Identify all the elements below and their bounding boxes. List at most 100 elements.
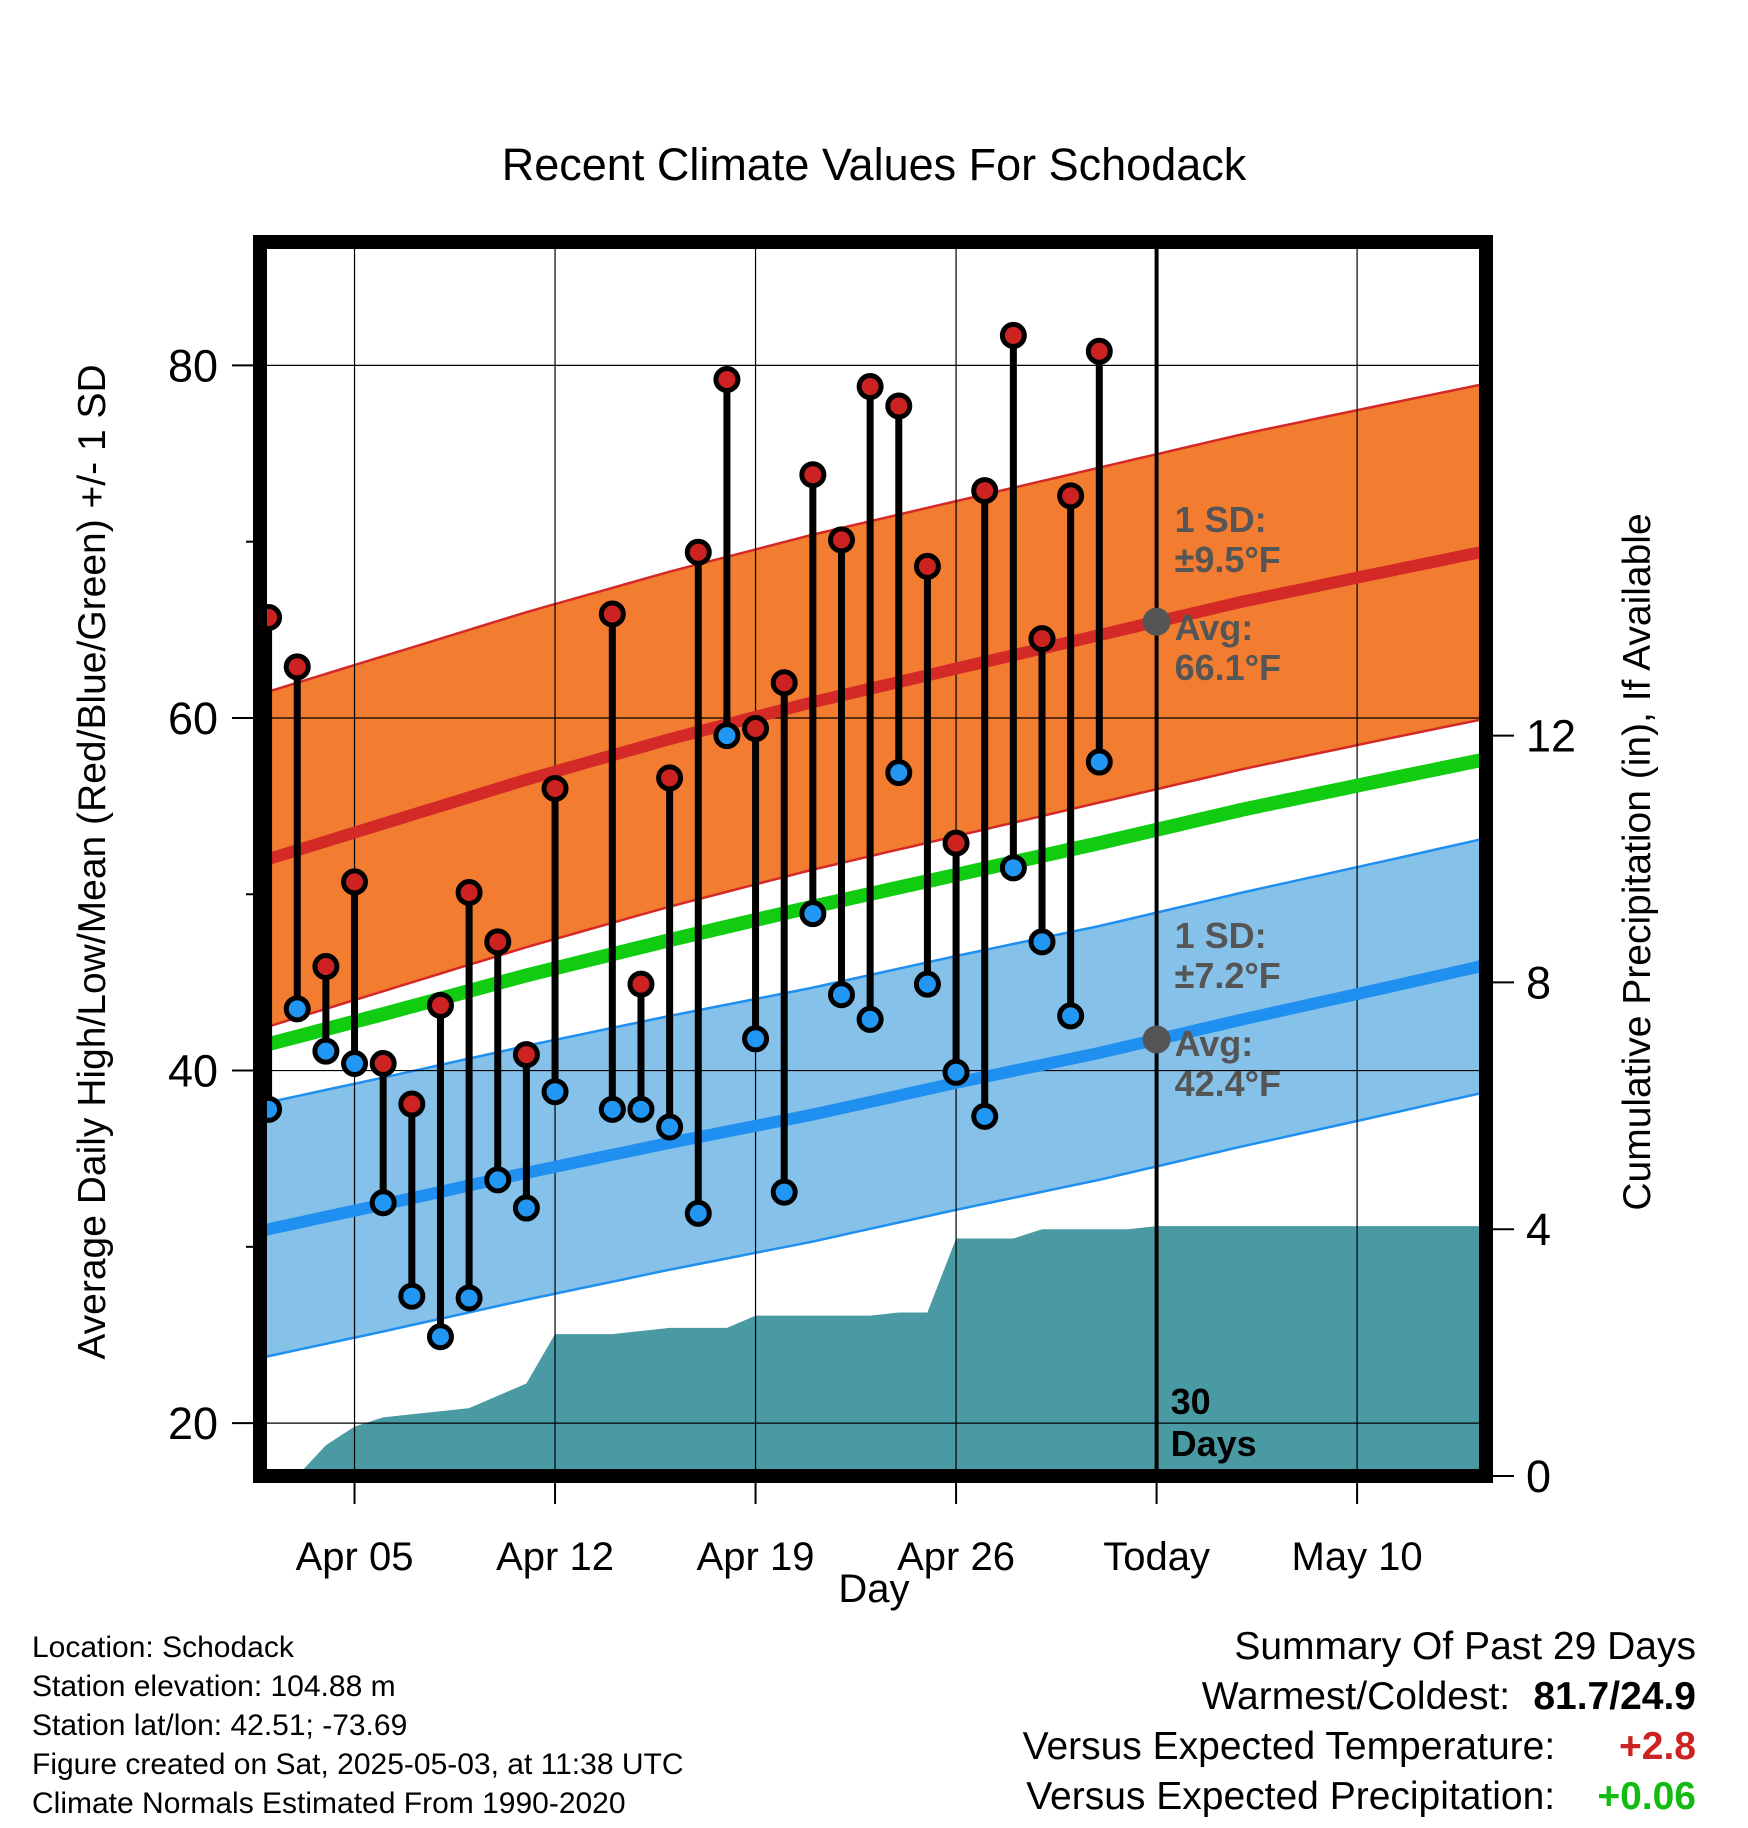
daily-low-point — [713, 722, 741, 750]
warmest-coldest-value: 81.7/24.9 — [1533, 1675, 1696, 1718]
daily-high-point — [1057, 482, 1085, 510]
high-avg-today-marker — [1142, 607, 1171, 636]
y2-tick-label: 12 — [1526, 711, 1576, 762]
daily-low-point — [827, 981, 855, 1009]
daily-high-point — [627, 970, 655, 998]
precip-anomaly-label: Versus Expected Precipitation: — [1026, 1775, 1556, 1818]
x-tick-label: May 10 — [1292, 1535, 1423, 1579]
daily-low-point — [742, 1025, 770, 1053]
low-band-lower-edge — [266, 1092, 1480, 1358]
daily-high-point — [885, 392, 913, 420]
x-axis-label: Day — [838, 1567, 909, 1611]
y-tick-label: 80 — [168, 340, 218, 391]
daily-low-point — [1028, 928, 1056, 956]
warmest-coldest-row: Warmest/Coldest: 81.7/24.9 — [1023, 1672, 1696, 1722]
low-avg-today-marker — [1142, 1025, 1171, 1054]
summary-title: Summary Of Past 29 Days — [1234, 1625, 1696, 1668]
daily-high-point — [742, 715, 770, 743]
daily-low-point — [942, 1058, 970, 1086]
y2-tick-label: 0 — [1526, 1451, 1551, 1502]
daily-low-point — [1057, 1002, 1085, 1030]
y-axis-label: Average Daily High/Low/Mean (Red/Blue/Gr… — [71, 364, 114, 1359]
daily-high-point — [770, 669, 798, 697]
plot-frame — [253, 235, 1493, 1483]
location-text: Location: Schodack — [32, 1631, 294, 1664]
x-tick-label: Apr 26 — [897, 1535, 1015, 1579]
daily-high-point — [398, 1090, 426, 1118]
daily-high-point — [341, 868, 369, 896]
daily-high-point — [541, 774, 569, 802]
daily-low-point — [999, 854, 1027, 882]
y2-tick-label: 8 — [1526, 957, 1551, 1008]
precip-anomaly-row: Versus Expected Precipitation: +0.06 — [1023, 1772, 1696, 1822]
daily-high-point — [827, 526, 855, 554]
daily-low-point — [512, 1194, 540, 1222]
daily-high-point — [283, 653, 311, 681]
daily-high-point — [942, 829, 970, 857]
daily-low-point — [1085, 748, 1113, 776]
daily-low-point — [656, 1113, 684, 1141]
daily-low-point — [312, 1037, 340, 1065]
daily-high-point — [455, 878, 483, 906]
daily-high-point — [484, 928, 512, 956]
daily-high-point — [713, 366, 741, 394]
daily-low-point — [541, 1078, 569, 1106]
temp-anomaly-value: +2.8 — [1619, 1725, 1696, 1768]
high-avg-annotation: Avg: — [1175, 607, 1254, 648]
days-label: Days — [1171, 1423, 1257, 1464]
daily-low-point — [598, 1095, 626, 1123]
daily-low-point — [913, 970, 941, 998]
daily-low-point — [398, 1282, 426, 1310]
elevation-text: Station elevation: 104.88 m — [32, 1670, 396, 1703]
daily-low-point — [856, 1005, 884, 1033]
y2-axis-label: Cumulative Precipitation (in), If Availa… — [1616, 513, 1659, 1210]
cumulative-precip-area — [302, 1226, 1480, 1470]
daily-high-point — [312, 953, 340, 981]
summary-panel: Summary Of Past 29 Days Warmest/Coldest:… — [1023, 1622, 1696, 1822]
daily-low-point — [283, 995, 311, 1023]
y-tick-label: 60 — [168, 693, 218, 744]
low-avg-annotation: 42.4°F — [1175, 1063, 1281, 1104]
daily-low-point — [799, 900, 827, 928]
low-avg-line — [266, 960, 1480, 1236]
daily-high-point — [684, 538, 712, 566]
low-sd-annotation: ±7.2°F — [1175, 955, 1281, 996]
x-tick-label: Today — [1103, 1535, 1210, 1579]
daily-high-point — [369, 1049, 397, 1077]
low-sd-annotation: 1 SD: — [1175, 915, 1267, 956]
chart-title: Recent Climate Values For Schodack — [502, 139, 1247, 190]
warmest-coldest-label: Warmest/Coldest: — [1201, 1675, 1511, 1718]
high-sd-annotation: 1 SD: — [1175, 499, 1267, 540]
normals-period-text: Climate Normals Estimated From 1990-2020 — [32, 1787, 626, 1820]
high-avg-annotation: 66.1°F — [1175, 647, 1281, 688]
daily-low-point — [341, 1049, 369, 1077]
daily-low-point — [885, 759, 913, 787]
daily-low-point — [266, 1095, 283, 1123]
precip-anomaly-value: +0.06 — [1597, 1775, 1696, 1818]
daily-low-point — [455, 1284, 483, 1312]
temp-anomaly-label: Versus Expected Temperature: — [1022, 1725, 1556, 1768]
daily-high-point — [1085, 337, 1113, 365]
daily-high-point — [512, 1041, 540, 1069]
daily-high-point — [913, 552, 941, 580]
y-tick-label: 20 — [168, 1398, 218, 1449]
daily-high-point — [971, 477, 999, 505]
y-tick-label: 40 — [168, 1046, 218, 1097]
temp-anomaly-row: Versus Expected Temperature: +2.8 — [1023, 1722, 1696, 1772]
daily-high-point — [799, 461, 827, 489]
x-tick-label: Apr 05 — [296, 1535, 414, 1579]
daily-high-point — [856, 373, 884, 401]
daily-low-point — [484, 1166, 512, 1194]
daily-high-point — [999, 321, 1027, 349]
daily-high-point — [656, 764, 684, 792]
climate-chart: Recent Climate Values For Schodack 1 SD:… — [71, 139, 1659, 1611]
axes: 20 40 60 80 0 4 8 12 Apr 05 Apr 12 Apr 19 Apr 26 Tod… — [71, 235, 1659, 1611]
x-tick-label: Apr 12 — [496, 1535, 614, 1579]
daily-low-point — [971, 1102, 999, 1130]
daily-high-point — [426, 991, 454, 1019]
daily-high-point — [1028, 625, 1056, 653]
daily-low-point — [770, 1178, 798, 1206]
days-label: 30 — [1171, 1381, 1211, 1422]
